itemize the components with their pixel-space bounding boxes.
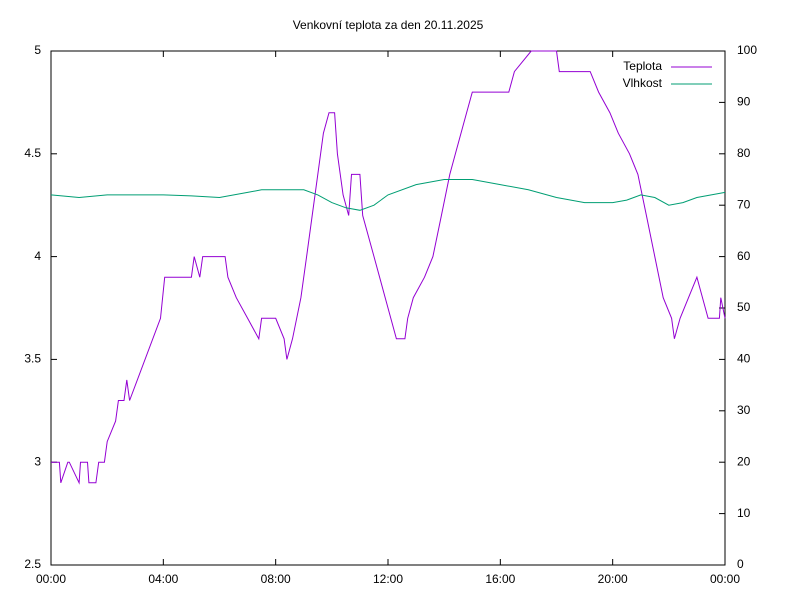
x-tick-label: 00:00 [710,572,740,586]
y2-tick-label: 50 [737,300,751,314]
y-tick-label: 4.5 [24,146,41,160]
chart-title: Venkovní teplota za den 20.11.2025 [293,18,484,32]
y-tick-label: 5 [34,43,41,57]
y2-tick-label: 20 [737,454,751,468]
y2-tick-label: 100 [737,43,757,57]
x-tick-label: 12:00 [373,572,403,586]
y-tick-label: 2.5 [24,557,41,571]
y2-tick-label: 80 [737,146,751,160]
legend-label: Vlhkost [623,76,663,90]
y2-tick-label: 10 [737,506,751,520]
y-tick-label: 3.5 [24,352,41,366]
y2-tick-label: 60 [737,249,751,263]
y-tick-label: 3 [34,454,41,468]
y2-tick-label: 40 [737,352,751,366]
y2-tick-label: 30 [737,403,751,417]
x-tick-label: 08:00 [261,572,291,586]
x-tick-label: 16:00 [485,572,515,586]
y2-tick-label: 90 [737,95,751,109]
y2-tick-label: 70 [737,197,751,211]
y2-tick-label: 0 [737,557,744,571]
legend-label: Teplota [623,59,662,73]
series-line [50,179,726,211]
x-tick-label: 04:00 [148,572,178,586]
x-tick-label: 00:00 [36,572,66,586]
y-tick-label: 4 [34,249,41,263]
series-line [51,50,726,485]
x-tick-label: 20:00 [598,572,628,586]
